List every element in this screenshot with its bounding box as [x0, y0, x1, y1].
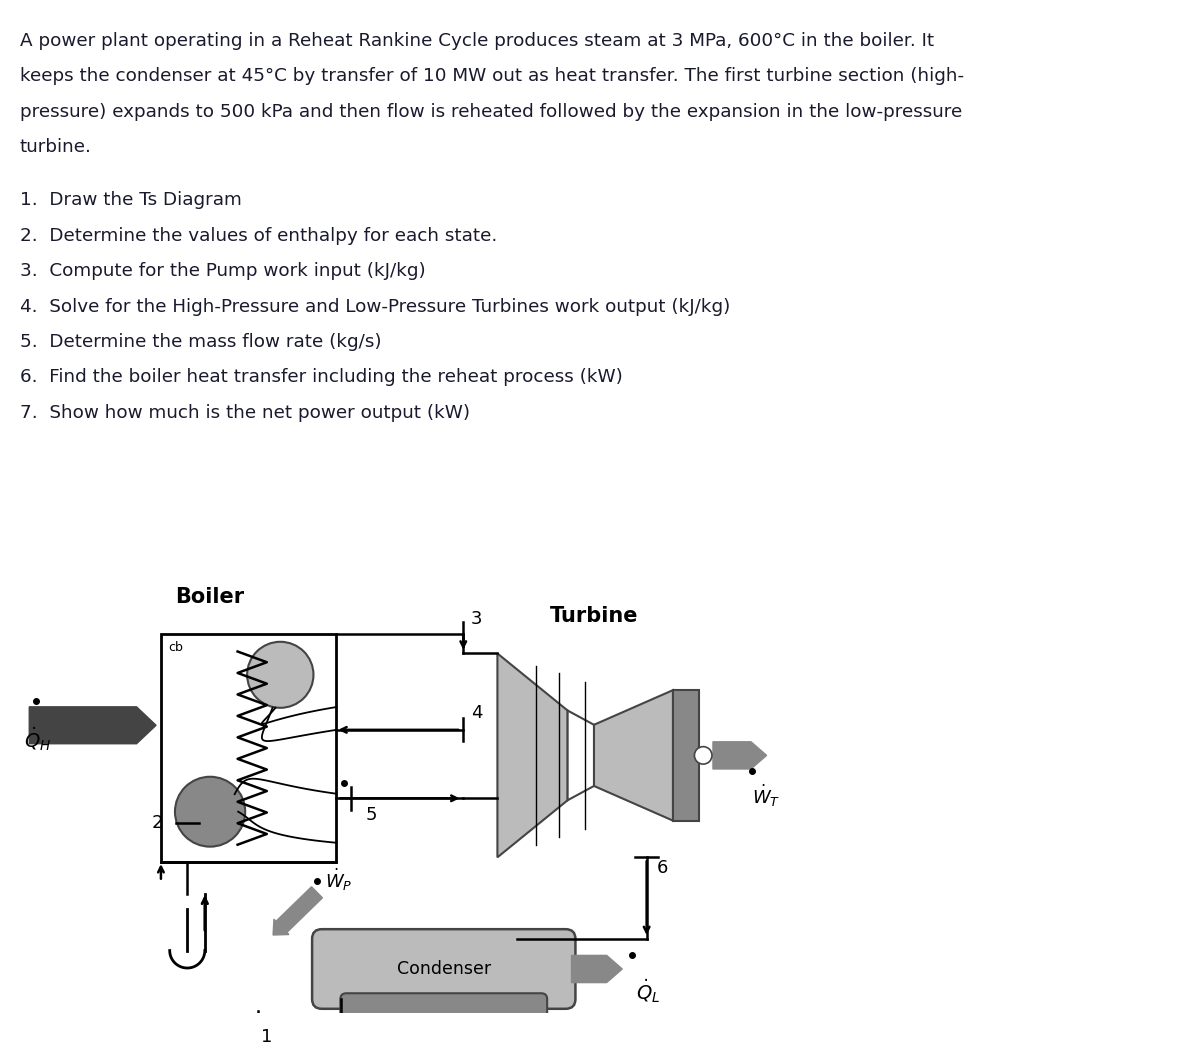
- Text: Condenser: Condenser: [397, 960, 491, 978]
- Text: 3: 3: [472, 610, 482, 628]
- Text: 2.  Determine the values of enthalpy for each state.: 2. Determine the values of enthalpy for …: [19, 226, 497, 245]
- Polygon shape: [673, 690, 700, 821]
- Text: $\dot{Q}_L$: $\dot{Q}_L$: [636, 976, 660, 1004]
- Circle shape: [247, 641, 313, 708]
- FancyBboxPatch shape: [312, 929, 576, 1009]
- Polygon shape: [568, 710, 594, 800]
- Text: keeps the condenser at 45°C by transfer of 10 MW out as heat transfer. The first: keeps the condenser at 45°C by transfer …: [19, 68, 964, 86]
- Circle shape: [695, 747, 712, 765]
- Text: $\dot{W}_T$: $\dot{W}_T$: [752, 782, 780, 809]
- Text: $\dot{Q}_H$: $\dot{Q}_H$: [24, 725, 52, 753]
- Text: cb: cb: [168, 640, 182, 654]
- Text: 4.  Solve for the High-Pressure and Low-Pressure Turbines work output (kJ/kg): 4. Solve for the High-Pressure and Low-P…: [19, 297, 730, 316]
- Text: turbine.: turbine.: [19, 139, 91, 156]
- Text: 5: 5: [366, 806, 377, 824]
- Circle shape: [175, 777, 245, 847]
- Text: $\dot{W}_P$: $\dot{W}_P$: [325, 867, 353, 893]
- Text: 6: 6: [656, 859, 667, 877]
- Text: pressure) expands to 500 kPa and then flow is reheated followed by the expansion: pressure) expands to 500 kPa and then fl…: [19, 103, 961, 121]
- Text: Boiler: Boiler: [175, 587, 245, 607]
- Polygon shape: [594, 690, 673, 821]
- Text: 5.  Determine the mass flow rate (kg/s): 5. Determine the mass flow rate (kg/s): [19, 333, 382, 351]
- Text: 1: 1: [262, 1028, 272, 1043]
- Text: 6.  Find the boiler heat transfer including the reheat process (kW): 6. Find the boiler heat transfer includi…: [19, 368, 623, 387]
- Text: 1.  Draw the Ts Diagram: 1. Draw the Ts Diagram: [19, 191, 241, 210]
- Text: 2: 2: [151, 815, 163, 832]
- FancyBboxPatch shape: [341, 993, 547, 1028]
- Text: 4: 4: [472, 704, 482, 722]
- Text: 7.  Show how much is the net power output (kW): 7. Show how much is the net power output…: [19, 404, 469, 422]
- Polygon shape: [498, 653, 568, 857]
- FancyArrow shape: [713, 742, 767, 769]
- FancyArrow shape: [274, 887, 323, 935]
- FancyArrow shape: [29, 707, 156, 744]
- Text: 3.  Compute for the Pump work input (kJ/kg): 3. Compute for the Pump work input (kJ/k…: [19, 262, 425, 281]
- Bar: [161, 634, 336, 863]
- FancyArrow shape: [571, 955, 623, 983]
- Text: A power plant operating in a Reheat Rankine Cycle produces steam at 3 MPa, 600°C: A power plant operating in a Reheat Rank…: [19, 32, 934, 50]
- Text: Turbine: Turbine: [550, 606, 638, 626]
